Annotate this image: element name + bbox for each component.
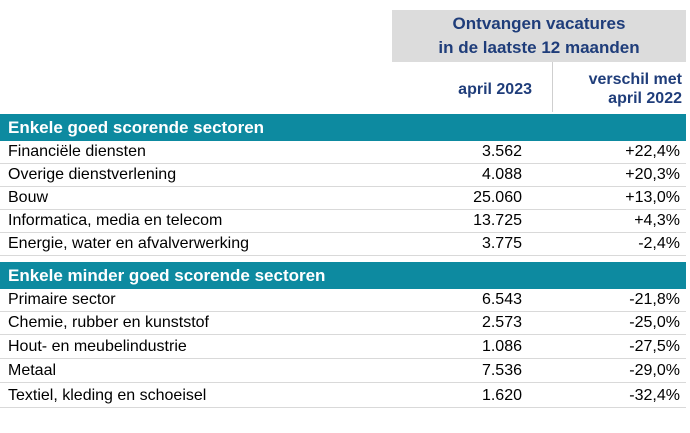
row-diff: +4,3% bbox=[634, 212, 680, 229]
row-label: Primaire sector bbox=[8, 291, 116, 308]
row-value: 13.725 bbox=[473, 212, 522, 229]
row-value: 3.775 bbox=[481, 235, 522, 252]
row-value: 1.086 bbox=[481, 338, 522, 355]
section-header-good: Enkele goed scorende sectoren bbox=[0, 114, 686, 141]
row-label: Chemie, rubber en kunststof bbox=[8, 314, 209, 331]
row-value: 2.573 bbox=[481, 314, 522, 331]
row-label: Financiële diensten bbox=[8, 143, 146, 160]
row-label: Bouw bbox=[8, 189, 49, 206]
row-value: 6.543 bbox=[481, 291, 522, 308]
row-label: Energie, water en afvalverwerking bbox=[8, 235, 250, 252]
header-title-line1: Ontvangen vacatures bbox=[452, 14, 626, 33]
table-row: Overige dienstverlening 4.088 +20,3% bbox=[0, 164, 686, 187]
table-row: Hout- en meubelindustrie 1.086 -27,5% bbox=[0, 336, 686, 359]
table-row: Bouw 25.060 +13,0% bbox=[0, 187, 686, 210]
row-diff: +13,0% bbox=[625, 189, 680, 206]
column-header-april-2023: april 2023 bbox=[458, 81, 532, 98]
row-label: Informatica, media en telecom bbox=[8, 212, 223, 229]
table-row: Energie, water en afvalverwerking 3.775 … bbox=[0, 233, 686, 256]
row-diff: -32,4% bbox=[629, 387, 680, 404]
row-diff: -27,5% bbox=[629, 338, 680, 355]
row-value: 7.536 bbox=[481, 362, 522, 379]
row-diff: +20,3% bbox=[625, 166, 680, 183]
row-label: Metaal bbox=[8, 362, 57, 379]
row-label: Hout- en meubelindustrie bbox=[8, 338, 187, 355]
column-header-diff-line1: verschil met bbox=[588, 71, 682, 88]
header-background bbox=[392, 10, 686, 62]
table-row: Textiel, kleding en schoeisel 1.620 -32,… bbox=[0, 385, 686, 408]
row-diff: -21,8% bbox=[629, 291, 680, 308]
table-row: Metaal 7.536 -29,0% bbox=[0, 360, 686, 383]
row-diff: -2,4% bbox=[638, 235, 680, 252]
column-header-diff-line2: april 2022 bbox=[608, 90, 682, 107]
header-title-line2: in de laatste 12 maanden bbox=[438, 38, 640, 57]
row-value: 1.620 bbox=[481, 387, 522, 404]
row-diff: -29,0% bbox=[629, 362, 680, 379]
table-row: Financiële diensten 3.562 +22,4% bbox=[0, 141, 686, 164]
table-row: Informatica, media en telecom 13.725 +4,… bbox=[0, 210, 686, 233]
row-diff: +22,4% bbox=[625, 143, 680, 160]
table-row: Chemie, rubber en kunststof 2.573 -25,0% bbox=[0, 312, 686, 335]
section-header-less-good: Enkele minder goed scorende sectoren bbox=[0, 262, 686, 289]
row-value: 3.562 bbox=[481, 143, 522, 160]
row-value: 25.060 bbox=[473, 189, 522, 206]
row-value: 4.088 bbox=[481, 166, 522, 183]
row-label: Textiel, kleding en schoeisel bbox=[8, 387, 207, 404]
row-label: Overige dienstverlening bbox=[8, 166, 177, 183]
table-row: Primaire sector 6.543 -21,8% bbox=[0, 289, 686, 312]
column-divider bbox=[552, 62, 553, 112]
row-diff: -25,0% bbox=[629, 314, 680, 331]
